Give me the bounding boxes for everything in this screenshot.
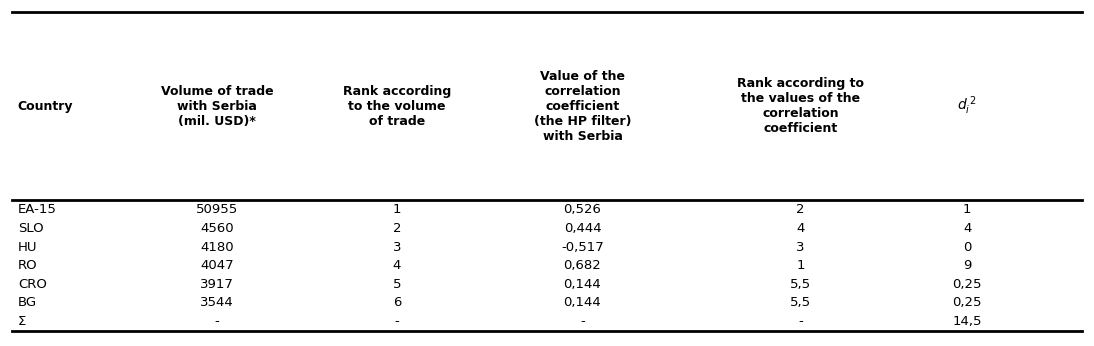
Text: Rank according
to the volume
of trade: Rank according to the volume of trade bbox=[342, 84, 451, 128]
Text: 50955: 50955 bbox=[196, 203, 238, 216]
Text: 5,5: 5,5 bbox=[790, 297, 812, 309]
Text: 1: 1 bbox=[963, 203, 971, 216]
Text: 5,5: 5,5 bbox=[790, 278, 812, 291]
Text: Rank according to
the values of the
correlation
coefficient: Rank according to the values of the corr… bbox=[737, 77, 864, 135]
Text: EA-15: EA-15 bbox=[18, 203, 57, 216]
Text: Volume of trade
with Serbia
(mil. USD)*: Volume of trade with Serbia (mil. USD)* bbox=[161, 84, 274, 128]
Text: Value of the
correlation
coefficient
(the HP filter)
with Serbia: Value of the correlation coefficient (th… bbox=[534, 70, 631, 143]
Text: 3: 3 bbox=[796, 240, 805, 254]
Text: 0,444: 0,444 bbox=[563, 222, 602, 235]
Text: BG: BG bbox=[18, 297, 37, 309]
Text: Country: Country bbox=[18, 100, 73, 112]
Text: 5: 5 bbox=[393, 278, 401, 291]
Text: 3544: 3544 bbox=[200, 297, 234, 309]
Text: 4180: 4180 bbox=[200, 240, 234, 254]
Text: SLO: SLO bbox=[18, 222, 44, 235]
Text: 2: 2 bbox=[393, 222, 401, 235]
Text: 1: 1 bbox=[796, 259, 805, 272]
Text: 0,682: 0,682 bbox=[563, 259, 602, 272]
Text: 0,144: 0,144 bbox=[563, 278, 602, 291]
Text: RO: RO bbox=[18, 259, 37, 272]
Text: $d_i^{\;2}$: $d_i^{\;2}$ bbox=[957, 95, 977, 117]
Text: 3917: 3917 bbox=[200, 278, 234, 291]
Text: 4047: 4047 bbox=[200, 259, 234, 272]
Text: Σ: Σ bbox=[18, 315, 26, 328]
Text: 0,526: 0,526 bbox=[563, 203, 602, 216]
Text: -: - bbox=[799, 315, 803, 328]
Text: 1: 1 bbox=[393, 203, 401, 216]
Text: 4: 4 bbox=[393, 259, 401, 272]
Text: -0,517: -0,517 bbox=[561, 240, 604, 254]
Text: HU: HU bbox=[18, 240, 37, 254]
Text: 6: 6 bbox=[393, 297, 401, 309]
Text: 3: 3 bbox=[393, 240, 401, 254]
Text: -: - bbox=[395, 315, 399, 328]
Text: 0,25: 0,25 bbox=[953, 278, 982, 291]
Text: 9: 9 bbox=[963, 259, 971, 272]
Text: 4: 4 bbox=[963, 222, 971, 235]
Text: -: - bbox=[580, 315, 585, 328]
Text: -: - bbox=[214, 315, 219, 328]
Text: 0: 0 bbox=[963, 240, 971, 254]
Text: 0,25: 0,25 bbox=[953, 297, 982, 309]
Text: 2: 2 bbox=[796, 203, 805, 216]
Text: 4: 4 bbox=[796, 222, 805, 235]
Text: 4560: 4560 bbox=[200, 222, 234, 235]
Text: CRO: CRO bbox=[18, 278, 47, 291]
Text: 14,5: 14,5 bbox=[953, 315, 982, 328]
Text: 0,144: 0,144 bbox=[563, 297, 602, 309]
